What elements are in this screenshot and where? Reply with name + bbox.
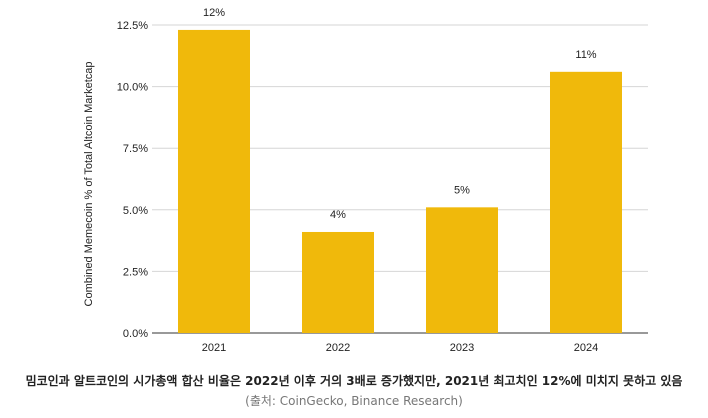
bar-2022 xyxy=(302,231,374,333)
data-label-2023: 5% xyxy=(454,184,470,196)
y-tick-label: 0.0% xyxy=(123,328,148,340)
data-label-2021: 12% xyxy=(203,7,225,19)
figure-caption: 밈코인과 알트코인의 시가총액 합산 비율은 2022년 이후 거의 3배로 증… xyxy=(25,374,683,388)
y-tick-label: 10.0% xyxy=(117,82,148,94)
x-tick-label-2023: 2023 xyxy=(450,342,474,354)
y-tick-label: 12.5% xyxy=(117,20,148,32)
figure-source: (출처: CoinGecko, Binance Research) xyxy=(245,394,463,408)
data-label-2022: 4% xyxy=(330,209,346,221)
bar-2023 xyxy=(426,207,498,333)
x-tick-label-2024: 2024 xyxy=(574,342,598,354)
x-tick-label-2022: 2022 xyxy=(326,342,350,354)
bars xyxy=(178,29,622,333)
y-tick-label: 2.5% xyxy=(123,266,148,278)
bar-2024 xyxy=(550,71,622,333)
y-tick-label: 5.0% xyxy=(123,205,148,217)
data-label-2024: 11% xyxy=(575,49,596,61)
y-axis-label: Combined Memecoin % of Total Altcoin Mar… xyxy=(83,62,95,307)
x-tick-label-2021: 2021 xyxy=(202,342,226,354)
y-tick-label: 7.5% xyxy=(123,143,148,155)
bar-chart: 0.0%2.5%5.0%7.5%10.0%12.5% 2021 2022 2023 2… xyxy=(83,7,648,354)
bar-2021 xyxy=(178,29,250,333)
y-axis-ticks: 0.0% 2.5% 5.0% 7.5% 10.0% 12.5% xyxy=(117,20,148,340)
x-axis-ticks: 2021 2022 2023 2024 xyxy=(202,342,598,354)
data-labels: 12% 4% 5% 11% xyxy=(203,7,597,221)
